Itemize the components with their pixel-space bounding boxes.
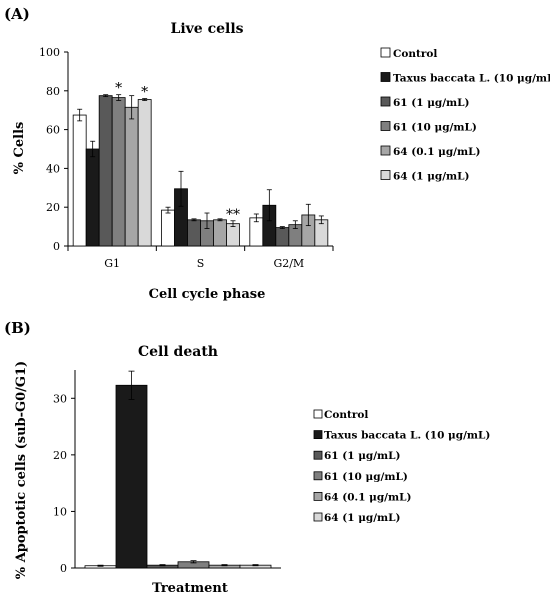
legend-label-64-0-1-g-ml: 64 (0.1 μg/mL) <box>324 491 411 503</box>
chart-b-title: Cell death <box>138 344 218 360</box>
legend-label-61-10-g-ml: 61 (10 μg/mL) <box>324 471 408 483</box>
legend-swatch-taxus-baccata-l-10-g-ml <box>380 72 391 82</box>
bar-s-64-1-g-ml <box>226 223 240 247</box>
bar-s-control <box>161 209 175 247</box>
legend-swatch-61-10-g-ml <box>313 471 323 481</box>
chart-b-x-axis-title: Treatment <box>152 581 228 596</box>
live-cells-chart: Live cells Cell cycle phase % Cells 0 20 4… <box>12 21 550 302</box>
panel-a-label: (A) <box>4 5 30 23</box>
chart-a-x-tick-label: G2/M <box>273 257 304 270</box>
legend-swatch-61-1-g-ml <box>380 96 391 107</box>
legend-label-61-1-g-ml: 61 (1 μg/mL) <box>324 450 401 462</box>
legend-swatch-61-1-g-ml <box>313 450 323 460</box>
legend-label-64-0-1-g-ml: 64 (0.1 μg/mL) <box>393 146 480 158</box>
significance-marker: * <box>115 81 122 97</box>
bar-g1-64-1-g-ml <box>137 99 152 247</box>
legend-swatch-61-10-g-ml <box>380 121 391 131</box>
chart-b-y-tick-label: 20 <box>53 449 67 462</box>
chart-b-y-tick-label: 30 <box>53 392 67 405</box>
chart-a-x-tick-label: S <box>197 257 205 270</box>
legend-swatch-control <box>380 47 391 58</box>
legend-label-taxus-baccata-l-10-g-ml: Taxus baccata L. (10 μg/mL) <box>393 73 550 85</box>
legend-swatch-64-1-g-ml <box>380 170 391 180</box>
chart-a-y-tick-label: 60 <box>46 124 60 137</box>
bar-g1-control <box>72 114 87 247</box>
bar-g1-taxus-baccata-l-10-g-ml <box>85 148 100 247</box>
legend-label-64-1-g-ml: 64 (1 μg/mL) <box>324 512 401 524</box>
panel-b-label: (B) <box>4 319 31 337</box>
chart-a-y-tick-label: 100 <box>39 46 60 59</box>
chart-b-y-tick-label: 0 <box>60 562 67 575</box>
cell-death-chart: Cell death Treatment % Apoptotic cells (… <box>14 344 490 596</box>
chart-a-y-axis-title: % Cells <box>12 122 27 175</box>
legend-label-control: Control <box>393 48 437 60</box>
bar-g1-61-10-g-ml <box>111 97 126 247</box>
bar-s-64-0-1-g-ml <box>213 219 227 247</box>
chart-a-x-tick-label: G1 <box>104 257 120 270</box>
bar-taxus-baccata-l-10-g-ml <box>115 384 148 569</box>
legend-swatch-taxus-baccata-l-10-g-ml <box>313 430 323 440</box>
chart-a-y-tick-label: 0 <box>53 240 60 253</box>
significance-marker: * <box>141 85 148 101</box>
legend-label-64-1-g-ml: 64 (1 μg/mL) <box>393 171 470 183</box>
bar-g2-m-61-1-g-ml <box>275 227 290 247</box>
legend-swatch-64-0-1-g-ml <box>313 491 323 501</box>
chart-a-title: Live cells <box>170 21 243 37</box>
chart-a-x-axis-title: Cell cycle phase <box>149 287 266 302</box>
legend-label-61-1-g-ml: 61 (1 μg/mL) <box>393 97 470 109</box>
legend-label-taxus-baccata-l-10-g-ml: Taxus baccata L. (10 μg/mL) <box>324 430 490 442</box>
legend-label-control: Control <box>324 409 368 421</box>
bar-g1-61-1-g-ml <box>98 95 113 247</box>
legend-swatch-64-0-1-g-ml <box>380 145 391 156</box>
chart-a-y-tick-label: 20 <box>46 201 60 214</box>
chart-a-y-tick-label: 40 <box>46 162 60 175</box>
chart-a-y-tick-label: 80 <box>46 85 60 98</box>
legend-swatch-control <box>313 409 323 419</box>
chart-b-y-axis-title: % Apoptotic cells (sub-G0/G1) <box>14 361 29 579</box>
significance-marker: ** <box>226 207 240 223</box>
legend-swatch-64-1-g-ml <box>313 512 323 522</box>
chart-b-y-tick-label: 10 <box>53 505 67 518</box>
legend-label-61-10-g-ml: 61 (10 μg/mL) <box>393 122 477 134</box>
bar-s-61-1-g-ml <box>187 219 201 247</box>
bar-g1-64-0-1-g-ml <box>124 106 139 247</box>
